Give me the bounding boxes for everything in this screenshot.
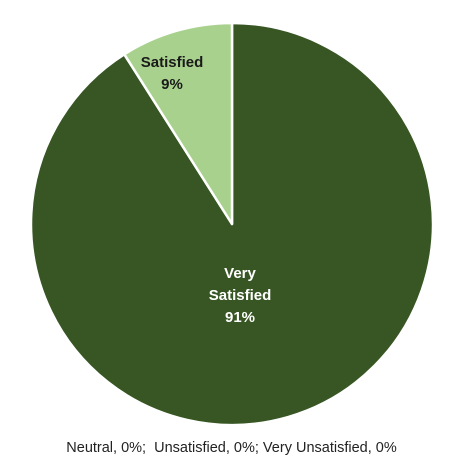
slice-label-satisfied: Satisfied 9%	[141, 54, 204, 93]
zero-categories-footnote: Neutral, 0%; Unsatisfied, 0%; Very Unsat…	[66, 440, 397, 456]
pie-slice-satisfied	[123, 21, 234, 226]
slice-label-very-satisfied: Very Satisfied 91%	[209, 265, 272, 326]
